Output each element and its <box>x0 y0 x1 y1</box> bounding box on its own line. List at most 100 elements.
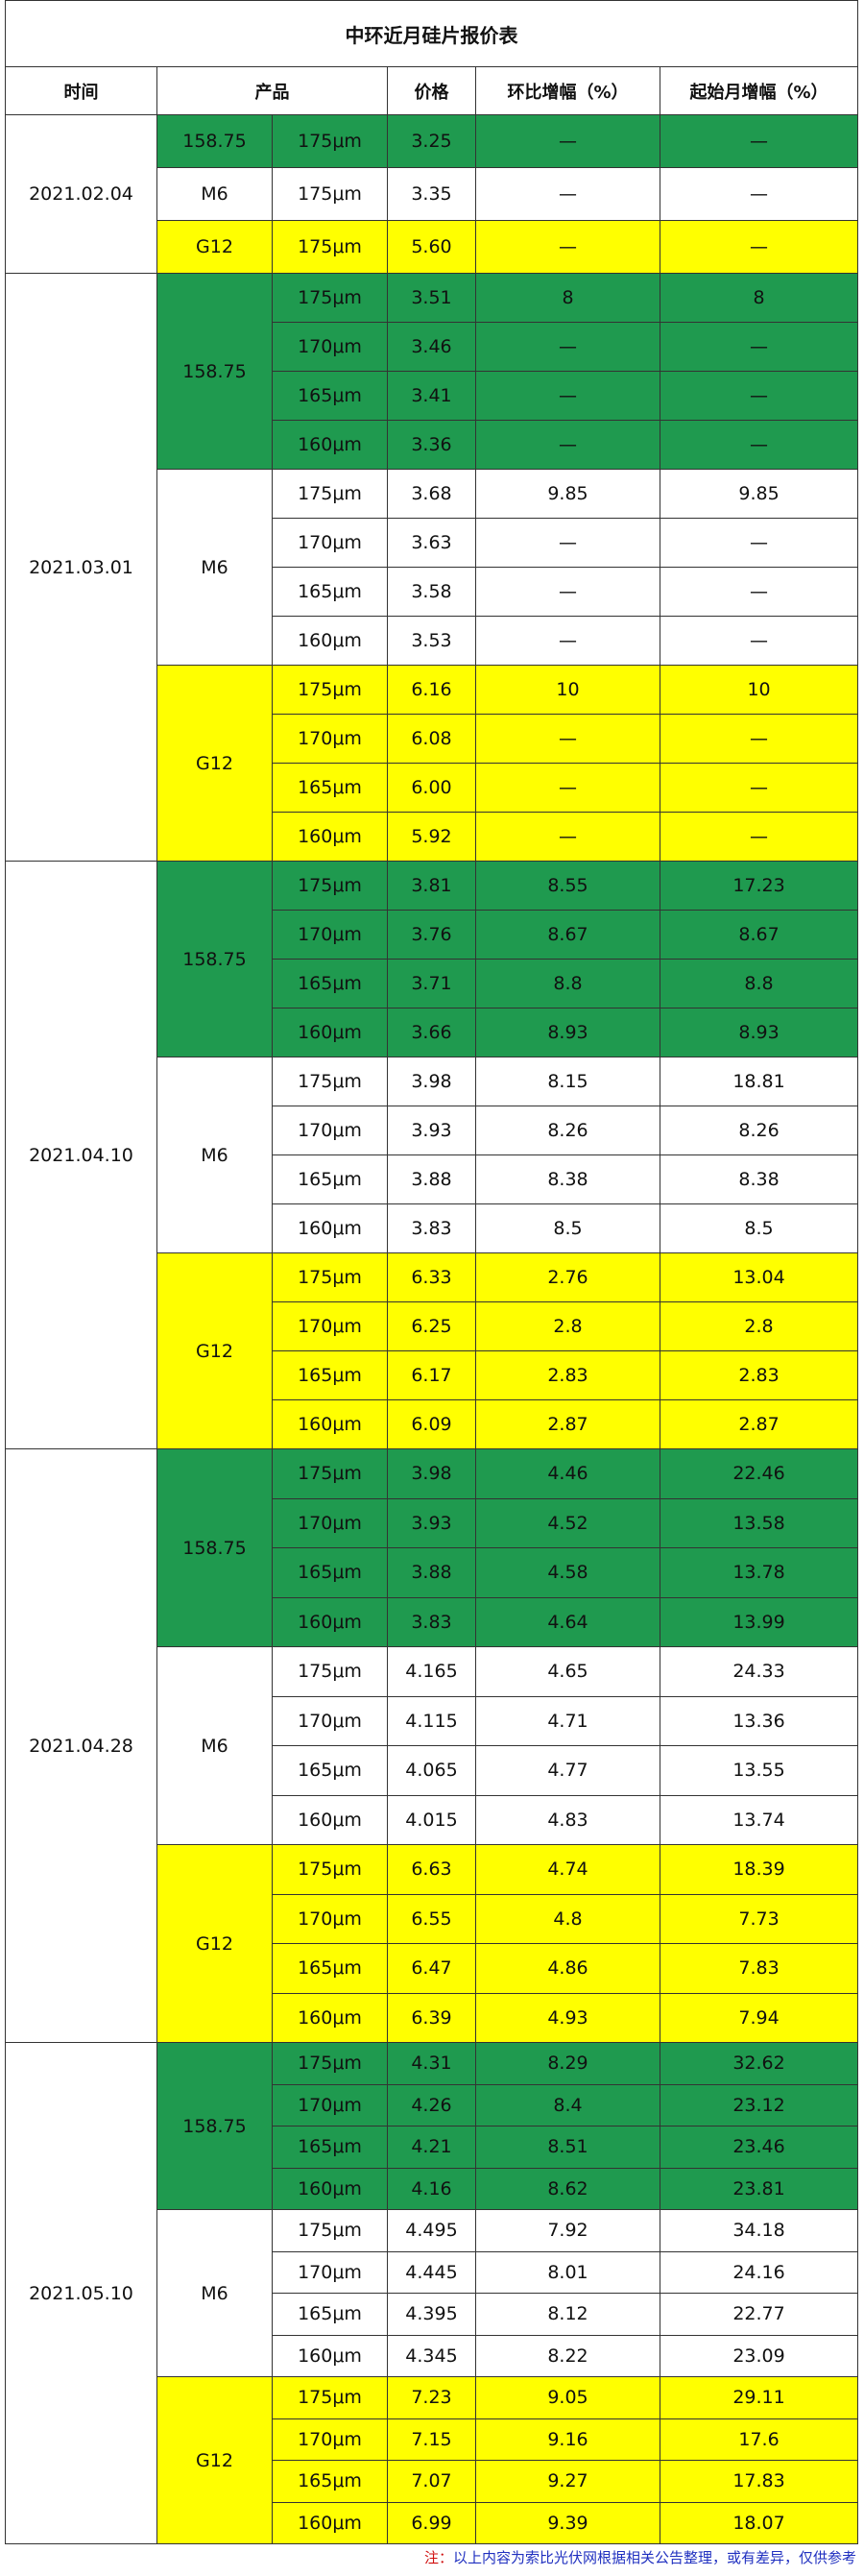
mom-change: 4.8 <box>475 1893 660 1944</box>
table-row: 170μm 4.115 4.71 13.36 <box>6 1695 859 1746</box>
cumulative-change: 18.39 <box>659 1844 859 1895</box>
thickness: 165μm <box>272 763 388 813</box>
mom-change: 8 <box>475 273 660 323</box>
mom-change: 4.52 <box>475 1497 660 1548</box>
cumulative-change: 2.83 <box>659 1350 859 1400</box>
product-cell: M6 <box>156 2209 273 2377</box>
date-cell: 2021.04.28 <box>5 1448 157 2043</box>
price: 4.495 <box>387 2209 476 2252</box>
thickness: 175μm <box>272 2209 388 2252</box>
table-row: G12 175μm 6.33 2.76 13.04 <box>6 1252 859 1449</box>
thickness: 165μm <box>272 2293 388 2336</box>
mom-change: 8.26 <box>475 1106 660 1155</box>
thickness: 165μm <box>272 1350 388 1400</box>
mom-change: 8.67 <box>475 910 660 960</box>
note-text: 以上内容为索比光伏网根据相关公告整理，或有差异，仅供参考 <box>452 2549 856 2566</box>
mom-change: 9.39 <box>475 2501 660 2544</box>
date-cell: 2021.03.01 <box>5 273 157 862</box>
price: 4.16 <box>387 2167 476 2210</box>
price: 3.46 <box>387 322 476 372</box>
mom-change: 8.5 <box>475 1203 660 1253</box>
price: 6.33 <box>387 1252 476 1302</box>
thickness: 170μm <box>272 322 388 372</box>
table-row: 165μm 4.21 8.51 23.46 <box>6 2126 859 2169</box>
cumulative-change: 8.93 <box>659 1008 859 1057</box>
mom-change: 9.16 <box>475 2418 660 2461</box>
thickness: 170μm <box>272 2250 388 2294</box>
price: 6.08 <box>387 714 476 764</box>
cumulative-change: — <box>659 420 859 470</box>
mom-change: 8.51 <box>475 2126 660 2169</box>
mom-change: 8.93 <box>475 1008 660 1057</box>
price: 6.55 <box>387 1893 476 1944</box>
cumulative-change: 24.33 <box>659 1646 859 1697</box>
price: 6.16 <box>387 665 476 715</box>
product-cell: 158.75 <box>156 1448 273 1647</box>
price: 3.68 <box>387 469 476 519</box>
product-cell: M6 <box>156 167 273 221</box>
mom-change: 4.93 <box>475 1992 660 2043</box>
cumulative-change: 13.74 <box>659 1794 859 1845</box>
date-cell: 2021.04.10 <box>5 861 157 1449</box>
table-row: 170μm 6.25 2.8 2.8 <box>6 1301 859 1351</box>
product-cell: G12 <box>156 1844 273 2043</box>
price: 5.92 <box>387 812 476 862</box>
mom-change: — <box>475 371 660 421</box>
mom-change: — <box>475 616 660 666</box>
table-row: 2021.04.10 158.75 175μm 3.81 8.55 17.23 <box>5 861 859 1449</box>
price: 6.00 <box>387 763 476 813</box>
price: 4.115 <box>387 1695 476 1746</box>
price: 7.23 <box>387 2376 476 2419</box>
thickness: 160μm <box>272 1794 388 1845</box>
price: 3.98 <box>387 1057 476 1106</box>
price: 5.60 <box>387 220 476 274</box>
mom-change: — <box>475 763 660 813</box>
header-cell: 环比增幅（%） <box>475 66 660 115</box>
table-row: 170μm 4.445 8.01 24.16 <box>6 2250 859 2294</box>
table-row: 170μm 3.93 4.52 13.58 <box>6 1497 859 1548</box>
table-row: 160μm 6.09 2.87 2.87 <box>6 1399 859 1449</box>
mom-change: 8.22 <box>475 2334 660 2377</box>
table-row: 160μm 3.36— — <box>6 420 859 470</box>
mom-change: 8.15 <box>475 1057 660 1106</box>
date-cell: 2021.05.10 <box>5 2042 157 2544</box>
mom-change: 4.74 <box>475 1844 660 1895</box>
cumulative-change: 8.8 <box>659 959 859 1009</box>
mom-change: 4.77 <box>475 1745 660 1796</box>
price: 3.76 <box>387 910 476 960</box>
table-row: 160μm 5.92— — <box>6 812 859 862</box>
mom-change: 9.85 <box>475 469 660 519</box>
price-table: 中环近月硅片报价表 时间 产品 价格 环比增幅（%） 起始月增幅（%） 2021… <box>4 0 859 2544</box>
table-row: G12 175μm 7.23 9.05 29.11 <box>6 2376 859 2544</box>
table-row: 165μm 7.07 9.27 17.83 <box>6 2460 859 2503</box>
table-row: 170μm 6.55 4.8 7.73 <box>6 1893 859 1944</box>
table-row: 165μm 6.00— — <box>6 763 859 813</box>
cumulative-change: — <box>659 567 859 617</box>
mom-change: 8.01 <box>475 2250 660 2294</box>
price: 4.065 <box>387 1745 476 1796</box>
mom-change: — <box>475 114 660 168</box>
price: 4.445 <box>387 2250 476 2294</box>
cumulative-change: 22.46 <box>659 1448 859 1499</box>
price: 3.53 <box>387 616 476 666</box>
thickness: 165μm <box>272 2126 388 2169</box>
cumulative-change: — <box>659 220 859 274</box>
cumulative-change: 10 <box>659 665 859 715</box>
cumulative-change: 29.11 <box>659 2376 859 2419</box>
cumulative-change: 17.83 <box>659 2460 859 2503</box>
price: 4.395 <box>387 2293 476 2336</box>
cumulative-change: 13.04 <box>659 1252 859 1302</box>
thickness: 175μm <box>272 167 388 221</box>
cumulative-change: 7.73 <box>659 1893 859 1944</box>
table-row: 170μm 3.93 8.26 8.26 <box>6 1106 859 1155</box>
mom-change: 8.12 <box>475 2293 660 2336</box>
header-cell: 价格 <box>387 66 476 115</box>
thickness: 175μm <box>272 1448 388 1499</box>
price: 3.83 <box>387 1203 476 1253</box>
price: 4.31 <box>387 2042 476 2085</box>
cumulative-change: 22.77 <box>659 2293 859 2336</box>
mom-change: 9.05 <box>475 2376 660 2419</box>
price-table-container: 中环近月硅片报价表 时间 产品 价格 环比增幅（%） 起始月增幅（%） 2021… <box>4 0 859 2544</box>
cumulative-change: — <box>659 812 859 862</box>
table-row: 160μm 6.99 9.39 18.07 <box>6 2501 859 2544</box>
